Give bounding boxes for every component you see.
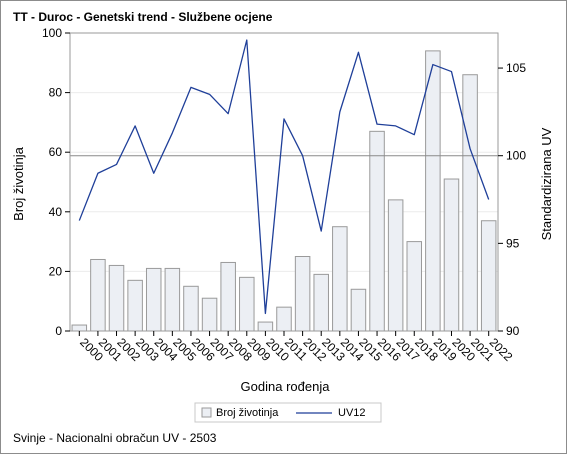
bar-2009	[239, 276, 255, 332]
bar-2017	[387, 199, 404, 332]
legend-label-bars: Broj životinja	[216, 407, 279, 419]
y-tick-label: 60	[49, 145, 63, 159]
legend: Broj životinja UV12	[194, 402, 382, 423]
x-axis: 2000200120022003200420052006200720082009…	[77, 331, 516, 364]
bar-2000	[71, 324, 88, 332]
bar-series	[71, 50, 497, 332]
bar-2007	[201, 297, 218, 332]
y-tick-label: 40	[49, 205, 63, 219]
bar-2018	[406, 241, 423, 332]
bar-2013	[313, 273, 329, 332]
bar-2010	[257, 321, 274, 332]
bar-2014	[332, 226, 348, 332]
y-tick-label: 20	[49, 264, 63, 278]
uv12-line	[78, 39, 490, 315]
footnote: Svinje - Nacionalni obračun UV - 2503	[13, 431, 217, 445]
y2-tick-label: 95	[506, 236, 520, 250]
bar-2020	[443, 178, 460, 332]
right-y-axis: 90 95 100 105	[498, 61, 526, 338]
legend-frame	[194, 402, 382, 423]
bar-2011	[276, 306, 292, 332]
y-tick-label: 80	[49, 86, 63, 100]
bar-2004	[145, 267, 162, 332]
legend-label-line: UV12	[338, 407, 366, 419]
bar-2006	[183, 285, 199, 332]
bar-2021	[462, 74, 478, 332]
bar-2016	[369, 130, 385, 332]
y2-tick-label: 100	[506, 149, 526, 163]
bar-2005	[164, 267, 181, 332]
bar-2001	[90, 258, 106, 332]
y-tick-label: 100	[42, 26, 62, 40]
bar-2008	[220, 261, 236, 332]
bar-2012	[294, 256, 311, 332]
y-axis-title: Broj životinja	[11, 146, 26, 220]
legend-bar-swatch	[201, 407, 212, 418]
bar-2019	[425, 50, 441, 332]
y-tick-label: 0	[55, 324, 62, 338]
x-axis-title: Godina rođenja	[241, 379, 331, 394]
bar-2002	[108, 264, 125, 332]
chart-title: TT - Duroc - Genetski trend - Službene o…	[13, 10, 273, 24]
y2-tick-label: 90	[506, 324, 520, 338]
bar-2003	[127, 279, 143, 332]
line-series	[78, 39, 490, 315]
left-y-axis: 0 20 40 60 80 100	[42, 26, 70, 338]
y2-tick-label: 105	[506, 61, 526, 75]
y2-axis-title: Standardizirana UV	[539, 127, 554, 240]
bar-2022	[480, 220, 497, 332]
bar-2015	[350, 288, 367, 332]
